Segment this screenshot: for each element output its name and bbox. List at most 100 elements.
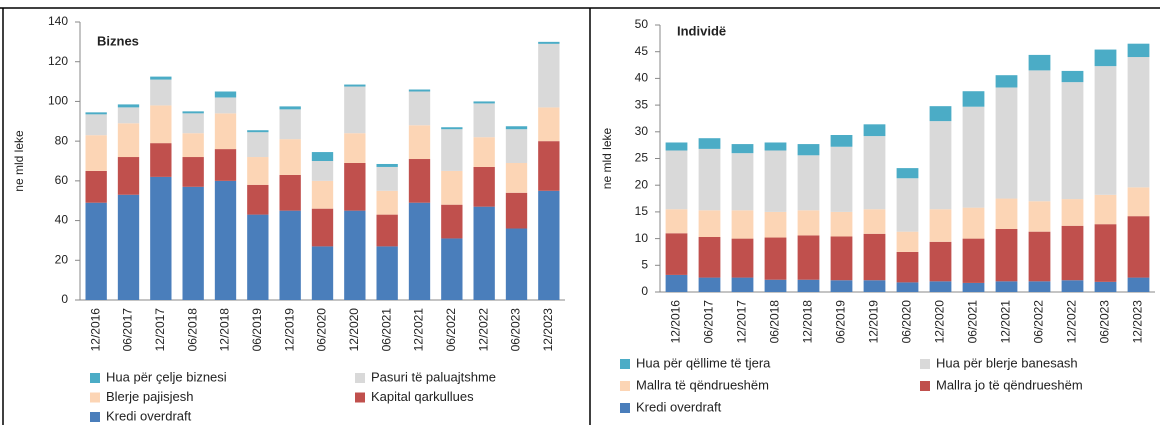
bar-segment: [995, 87, 1018, 199]
bar-segment: [665, 150, 688, 210]
bar-segment: [441, 129, 463, 171]
bar-segment: [764, 211, 787, 238]
bar-segment: [665, 142, 688, 151]
bar-segment: [731, 277, 754, 292]
bar-segment: [214, 180, 237, 300]
x-tick-label: 06/2020: [315, 308, 329, 352]
bar-segment: [1028, 231, 1051, 282]
bar-segment: [896, 251, 919, 283]
bar-segment: [408, 159, 431, 203]
bar-segment: [995, 198, 1018, 229]
bar-segment: [376, 166, 398, 191]
bar-segment: [214, 97, 237, 114]
bar-segment: [117, 194, 140, 300]
y-tick-label: 20: [635, 177, 649, 191]
chart-title: Biznes: [97, 33, 139, 48]
bar-segment: [863, 209, 886, 234]
bar-segment: [150, 79, 172, 106]
bar-segment: [473, 103, 495, 138]
y-tick-label: 45: [635, 44, 649, 58]
bar-segment: [929, 281, 952, 292]
legend-swatch: [620, 403, 630, 413]
bar-segment: [863, 124, 886, 137]
bar-segment: [1127, 43, 1150, 58]
x-tick-label: 12/2022: [476, 308, 490, 352]
bar-segment: [896, 231, 919, 252]
bar-segment: [473, 166, 495, 207]
bar-segment: [311, 152, 334, 161]
bar-segment: [505, 126, 528, 130]
x-tick-label: 12/2017: [153, 308, 167, 352]
bar-segment: [1094, 281, 1117, 292]
bar-segment: [441, 238, 463, 300]
bar-segment: [150, 143, 172, 177]
bar-segment: [1028, 54, 1051, 71]
bar-segment: [830, 211, 853, 237]
bar-segment: [247, 157, 269, 185]
bar-segment: [863, 136, 886, 210]
x-tick-label: 06/2019: [250, 308, 264, 352]
bar-segment: [182, 157, 204, 187]
bar-segment: [376, 214, 398, 247]
bar-segment: [376, 190, 398, 215]
bar-segment: [247, 130, 269, 133]
bar-segment: [1094, 194, 1117, 225]
bar-segment: [665, 209, 688, 234]
bar-segment: [505, 129, 528, 163]
x-tick-label: 12/2018: [801, 300, 815, 344]
bar-segment: [441, 127, 463, 130]
x-tick-label: 12/2016: [669, 300, 683, 344]
y-tick-label: 0: [641, 284, 648, 298]
y-tick-label: 20: [55, 252, 69, 266]
bar-segment: [962, 282, 985, 292]
legend-swatch: [90, 412, 100, 422]
x-tick-label: 12/2020: [347, 308, 361, 352]
bar-segment: [1028, 201, 1051, 232]
bar-segment: [731, 153, 754, 211]
x-tick-label: 12/2022: [1065, 300, 1079, 344]
legend-label: Blerje pajisjesh: [106, 389, 193, 404]
bar-segment: [1094, 66, 1117, 195]
bar-segment: [665, 274, 688, 292]
bar-segment: [830, 280, 853, 292]
bar-segment: [731, 238, 754, 278]
bar-segment: [1061, 82, 1084, 200]
x-tick-label: 06/2021: [379, 308, 393, 352]
x-tick-label: 06/2017: [702, 300, 716, 344]
bar-segment: [1094, 224, 1117, 282]
bar-segment: [408, 89, 431, 92]
x-tick-label: 12/2019: [867, 300, 881, 344]
y-tick-label: 50: [635, 17, 649, 31]
legend-label: Hua për çelje biznesi: [106, 369, 227, 384]
bar-segment: [863, 233, 886, 281]
legend-label: Mallra jo të qëndrueshëm: [936, 377, 1083, 392]
bar-segment: [731, 210, 754, 239]
x-tick-label: 06/2022: [444, 308, 458, 352]
x-tick-label: 12/2018: [218, 308, 232, 352]
bar-segment: [279, 106, 301, 110]
bar-segment: [117, 104, 140, 108]
bar-segment: [896, 178, 919, 232]
bar-segment: [376, 163, 398, 167]
y-tick-label: 15: [635, 204, 649, 218]
bar-segment: [441, 204, 463, 239]
bar-segment: [117, 157, 140, 195]
legend-swatch: [355, 392, 365, 403]
legend-swatch: [620, 359, 630, 369]
y-tick-label: 40: [635, 71, 649, 85]
bar-segment: [764, 279, 787, 292]
bar-segment: [929, 106, 952, 122]
bar-segment: [1127, 57, 1150, 188]
bar-segment: [995, 228, 1018, 282]
x-tick-label: 06/2018: [768, 300, 782, 344]
bar-segment: [797, 279, 820, 292]
bar-segment: [311, 161, 334, 181]
y-tick-label: 35: [635, 97, 649, 111]
legend-swatch: [620, 381, 630, 391]
bar-segment: [995, 281, 1018, 292]
bar-segment: [473, 206, 495, 300]
x-tick-label: 06/2020: [900, 300, 914, 344]
x-tick-label: 06/2023: [1098, 300, 1112, 344]
bar-segment: [962, 106, 985, 208]
